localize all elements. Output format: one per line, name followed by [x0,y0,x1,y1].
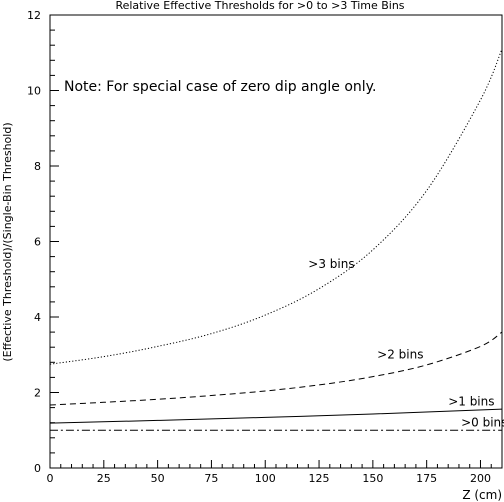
series-label: >0 bins [461,415,504,429]
series-label: >3 bins [308,257,354,271]
series-label: >2 bins [377,348,423,362]
x-tick-label: 125 [309,472,330,485]
y-tick-label: 6 [34,236,41,249]
chart-note: Note: For special case of zero dip angle… [64,79,376,95]
axes: 0 25 50 75 100 125 150 175 200 0 2 4 6 8 10 12 [27,9,492,485]
y-tick-label: 4 [34,311,41,324]
y-axis-label: (Effective Threshold)/(Single-Bin Thresh… [1,122,14,361]
x-tick-label: 0 [47,472,54,485]
y-tick-label: 0 [34,462,41,475]
series-line [49,331,503,406]
series-group: >3 bins >2 bins >1 bins >0 bins [49,48,504,431]
x-tick-label: 50 [151,472,165,485]
series-line [49,48,503,365]
x-tick-label: 175 [416,472,437,485]
x-axis-label: Z (cm) [462,488,502,502]
chart-title: Relative Effective Thresholds for >0 to … [115,0,404,12]
y-tick-label: 8 [34,160,41,173]
y-tick-label: 12 [27,9,41,22]
x-tick-label: 100 [255,472,276,485]
series-line [49,408,503,424]
series-label: >1 bins [448,395,494,409]
x-tick-label: 75 [204,472,218,485]
x-tick-label: 150 [362,472,383,485]
x-tick-label: 25 [97,472,111,485]
y-tick-label: 10 [27,85,41,98]
x-tick-label: 200 [470,472,491,485]
y-tick-label: 2 [34,387,41,400]
